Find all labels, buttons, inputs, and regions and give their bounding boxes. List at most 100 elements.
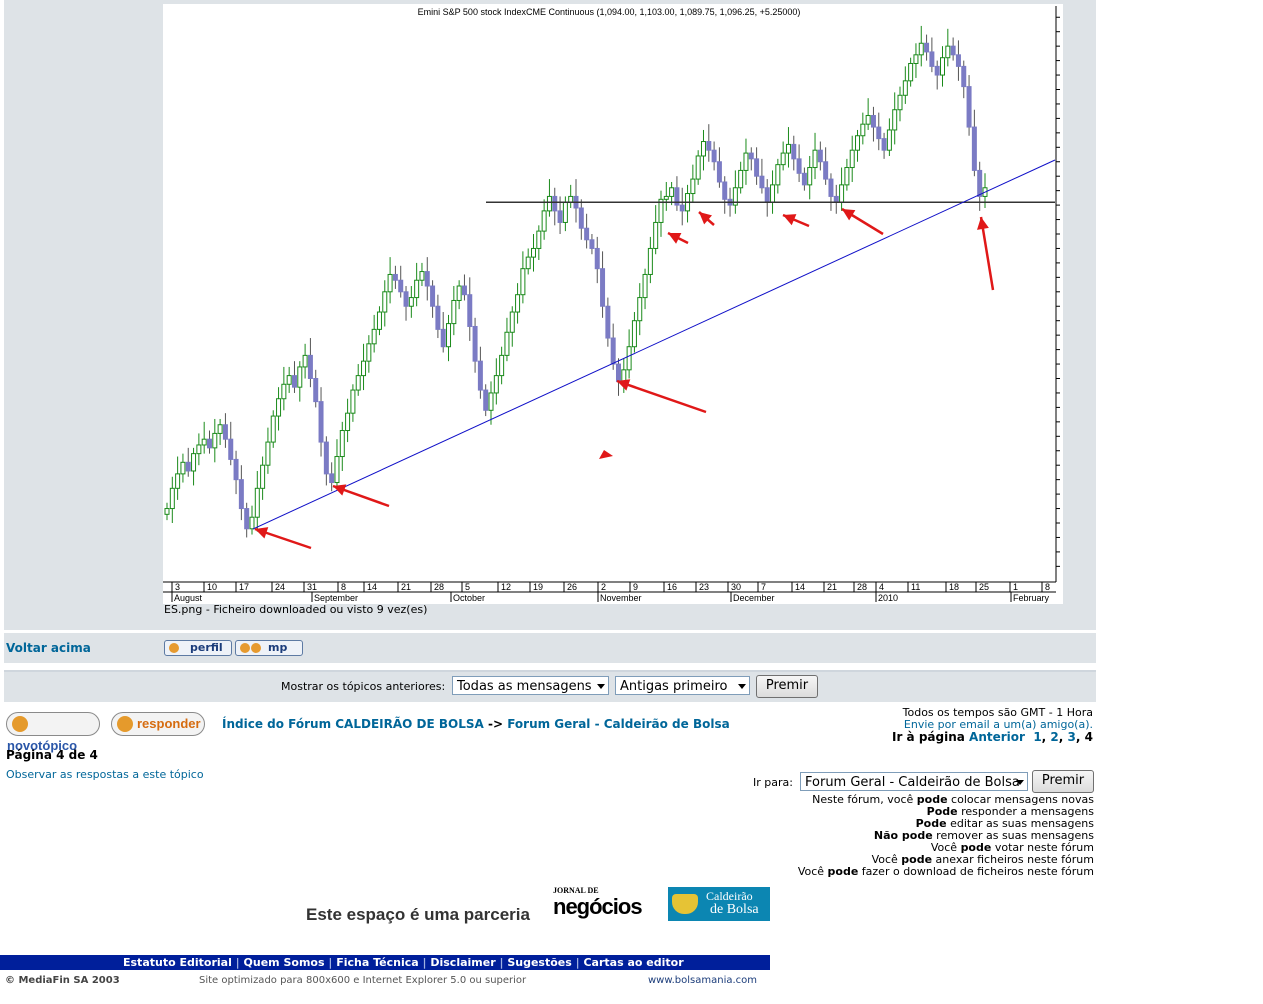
candle-up — [408, 297, 414, 307]
filter-range-select[interactable]: Todas as mensagens — [452, 676, 609, 695]
breadcrumb-forum-link[interactable]: Forum Geral - Caldeirão de Bolsa — [507, 717, 730, 731]
email-friend-link[interactable]: Envie por email a um(a) amigo(a). — [903, 718, 1093, 731]
candle-down — [461, 285, 467, 296]
breadcrumb: Índice do Fórum CALDEIRÃO DE BOLSA -> Fo… — [222, 717, 730, 731]
candle-up — [860, 123, 866, 137]
attachment-caption: ES.png - Ficheiro downloaded ou visto 9 … — [164, 603, 428, 616]
permission-line: Você pode votar neste fórum — [930, 841, 1094, 854]
candle-down — [817, 149, 823, 163]
candle-up — [669, 187, 675, 197]
candles — [164, 25, 988, 538]
x-day-label: 18 — [949, 582, 959, 592]
jump-go-button[interactable]: Premir — [1032, 770, 1094, 793]
red-arrow-head — [783, 214, 797, 226]
x-month-label: October — [453, 593, 485, 603]
footer-link[interactable]: Ficha Técnica — [336, 956, 419, 969]
candle-down — [233, 458, 239, 481]
jump-forum-select[interactable]: Forum Geral - Caldeirão de Bolsa — [800, 772, 1028, 791]
footer-link[interactable]: Disclaimer — [430, 956, 496, 969]
candle-up — [387, 273, 393, 293]
page-link-1[interactable]: 1 — [1033, 730, 1042, 744]
page-navigation: Ir à página Anterior 1, 2, 3, 4 — [891, 730, 1093, 744]
breadcrumb-index-link[interactable]: Índice do Fórum CALDEIRÃO DE BOLSA — [222, 717, 484, 731]
x-axis: 3 10 17 24 31 8 14 21 28 5 12 19 26 2 9 16 23 30 7 14 21 28 4 1… — [163, 581, 1056, 603]
candle-down — [870, 115, 876, 128]
previous-page-link[interactable]: Anterior — [969, 730, 1025, 744]
candle-down — [552, 195, 558, 212]
jump-label: Ir para: — [753, 776, 793, 789]
watch-topic-link[interactable]: Observar as respostas a este tópico — [6, 768, 204, 781]
footer-link[interactable]: Estatuto Editorial — [123, 956, 232, 969]
reply-button[interactable]: responder — [111, 712, 205, 736]
page-link-3[interactable]: 3 — [1067, 730, 1076, 744]
filter-go-button[interactable]: Premir — [756, 675, 818, 698]
candle-up — [297, 366, 303, 388]
candle-down — [424, 271, 430, 287]
candle-up — [807, 167, 813, 186]
user-icon — [169, 643, 179, 653]
new-topic-button[interactable]: novotópico — [6, 712, 100, 753]
candle-down — [403, 291, 409, 307]
candle-up — [663, 195, 669, 200]
candle-down — [185, 461, 191, 472]
candle-up — [865, 115, 871, 125]
caldeirao-de-bolsa-logo: Caldeirão de Bolsa — [668, 887, 770, 921]
candle-down — [610, 337, 616, 365]
footer-link[interactable]: Quem Somos — [243, 956, 325, 969]
candle-down — [477, 360, 483, 391]
candle-up — [785, 143, 791, 154]
candle-up — [738, 169, 744, 189]
x-month-label: February — [1013, 593, 1050, 603]
page-link-2[interactable]: 2 — [1050, 730, 1059, 744]
back-to-top-link[interactable]: Voltar acima — [6, 641, 91, 655]
x-day-label: 5 — [465, 582, 470, 592]
post-author-column — [4, 0, 160, 630]
pm-label: mp — [268, 641, 288, 654]
candle-down — [966, 86, 972, 128]
red-arrow — [979, 216, 995, 291]
chevron-down-icon — [738, 684, 746, 689]
candle-down — [924, 42, 930, 53]
red-arrow-head — [333, 484, 347, 496]
current-page: 4 — [1084, 730, 1093, 744]
logo1-top-text: JORNAL DE — [553, 886, 599, 895]
candle-down — [934, 65, 940, 76]
candle-down — [600, 268, 606, 307]
footer-link[interactable]: Sugestões — [507, 956, 572, 969]
candle-up — [302, 354, 308, 368]
candle-up — [855, 135, 861, 151]
jornal-de-negocios-logo: JORNAL DE negócios — [553, 887, 668, 921]
footer-separator: | — [324, 956, 337, 969]
candle-up — [515, 294, 521, 313]
candle-down — [483, 389, 489, 411]
candle-up — [504, 331, 510, 356]
red-arrow-head — [255, 527, 269, 539]
red-arrow-head — [668, 233, 682, 244]
footer-links-bar: Estatuto Editorial | Quem Somos | Ficha … — [0, 955, 770, 970]
candle-down — [796, 158, 802, 174]
footer-link[interactable]: Cartas ao editor — [583, 956, 684, 969]
candle-up — [546, 195, 552, 212]
x-day-label: 21 — [827, 582, 837, 592]
site-link[interactable]: www.bolsamania.com — [648, 975, 758, 986]
candle-up — [642, 273, 648, 299]
candle-down — [971, 126, 977, 171]
candle-down — [881, 138, 887, 151]
candle-up — [376, 311, 382, 330]
candle-down — [594, 247, 600, 270]
chart-title: Emini S&P 500 stock IndexCME Continuous … — [418, 7, 801, 17]
candle-up — [844, 167, 850, 186]
filter-label: Mostrar os tópicos anteriores: — [281, 680, 446, 693]
filter-order-select[interactable]: Antigas primeiro — [615, 676, 750, 695]
annotation-arrows — [254, 207, 995, 550]
pm-button[interactable]: mp — [235, 640, 303, 656]
candle-down — [754, 158, 760, 177]
partner-text: Este espaço é uma parceria — [306, 905, 530, 924]
candle-up — [191, 453, 197, 472]
candle-up — [940, 57, 946, 76]
candle-up — [690, 178, 696, 195]
red-arrow — [616, 379, 707, 414]
footer-links: Estatuto Editorial | Quem Somos | Ficha … — [123, 956, 684, 969]
breadcrumb-separator: -> — [487, 717, 504, 731]
profile-button[interactable]: perfil — [164, 640, 232, 656]
